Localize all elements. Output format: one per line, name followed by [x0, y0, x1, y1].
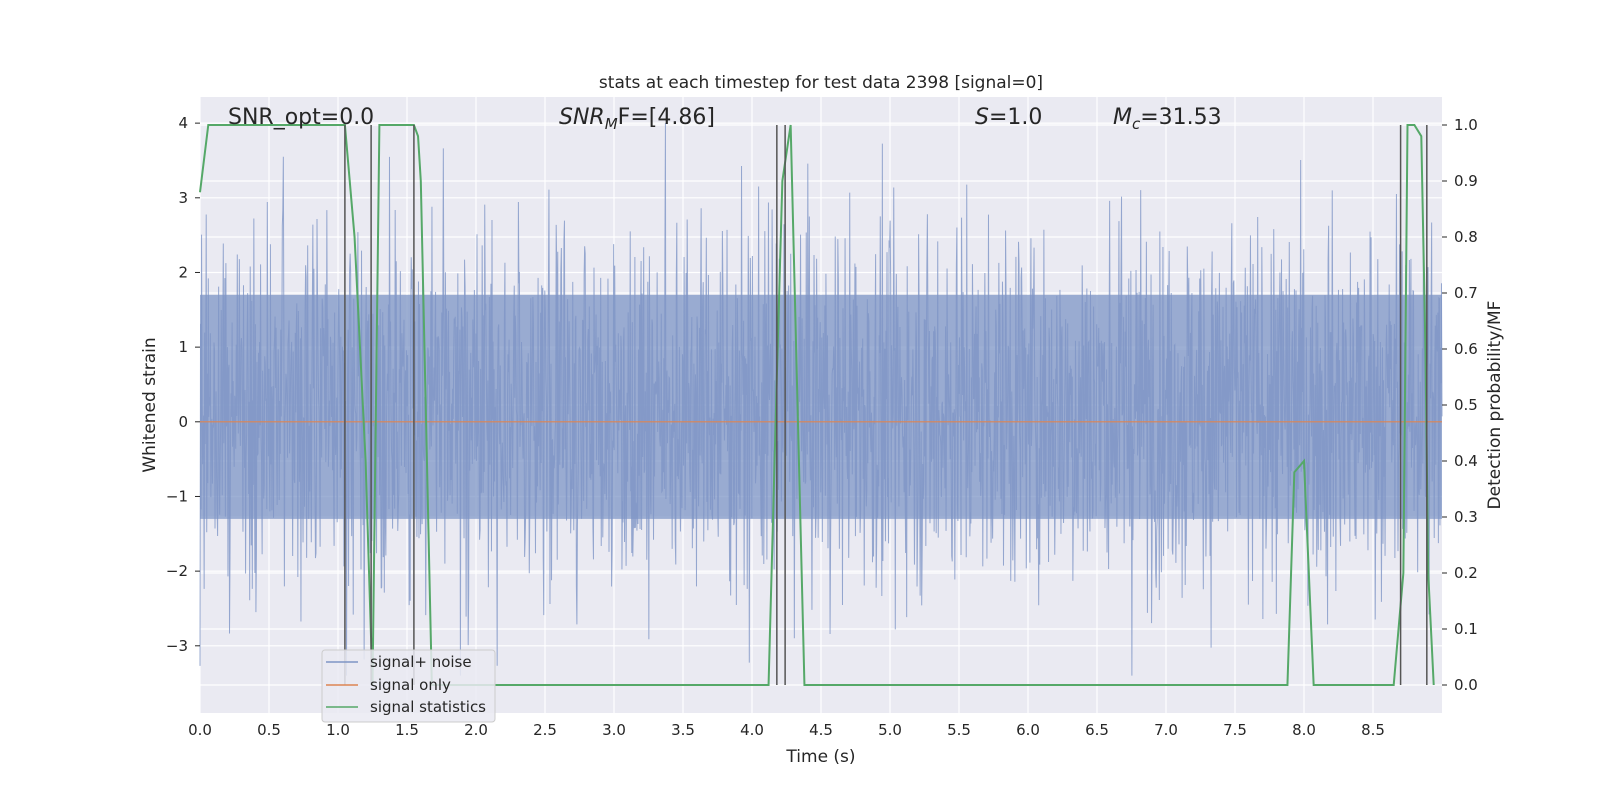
y-axis-label-left: Whitened strain: [140, 337, 160, 472]
legend: signal+ noise signal only signal statist…: [321, 649, 496, 723]
y-tick-label-right: 0.1: [1454, 620, 1478, 638]
annotation-s: S=1.0: [975, 105, 1042, 130]
vertical-markers: [344, 125, 1428, 685]
y-tick-label-left: 1: [178, 338, 188, 356]
y-tick-label-left: 4: [178, 114, 188, 132]
x-tick-label: 8.5: [1361, 721, 1385, 739]
noise-line: [199, 123, 1443, 676]
signal-statistics-line: [199, 124, 1435, 686]
y-tick-label-right: 0.6: [1454, 340, 1478, 358]
legend-label-signal-statistics: signal statistics: [370, 698, 486, 716]
x-tick-label: 0.0: [188, 721, 212, 739]
x-tick-label: 2.5: [533, 721, 557, 739]
y-axis-label-right: Detection probability/MF: [1485, 301, 1505, 510]
series-layer: [199, 124, 1442, 686]
y-tick-label-right: 1.0: [1454, 116, 1478, 134]
x-tick-label: 3.0: [602, 721, 626, 739]
y-ticks-left: 4 3 2 1 0 −1 −2 −3: [166, 114, 200, 655]
annotation-snr-opt: SNR_opt=0.0: [228, 105, 374, 130]
legend-label-signal-only: signal only: [370, 676, 451, 694]
y-tick-label-left: −2: [166, 562, 188, 580]
x-tick-label: 6.0: [1016, 721, 1040, 739]
signal-noise-series: [199, 123, 1443, 676]
x-tick-label: 8.0: [1292, 721, 1316, 739]
legend-label-signal-noise: signal+ noise: [370, 653, 472, 671]
y-tick-label-left: 3: [178, 189, 188, 207]
mc-rest: =31.53: [1140, 105, 1221, 130]
y-tick-label-right: 0.0: [1454, 676, 1478, 694]
x-tick-label: 2.0: [464, 721, 488, 739]
y-tick-label-right: 0.8: [1454, 228, 1478, 246]
x-tick-label: 7.0: [1154, 721, 1178, 739]
y-tick-label-right: 0.9: [1454, 172, 1478, 190]
x-tick-label: 4.5: [809, 721, 833, 739]
y-tick-label-right: 0.4: [1454, 452, 1478, 470]
snr-mf-sub: M: [605, 115, 618, 133]
y-tick-label-left: 2: [178, 263, 188, 281]
x-tick-label: 1.5: [395, 721, 419, 739]
y-tick-label-right: 0.2: [1454, 564, 1478, 582]
x-tick-label: 7.5: [1223, 721, 1247, 739]
snr-mf-rest: F=[4.86]: [618, 105, 715, 130]
x-tick-label: 6.5: [1085, 721, 1109, 739]
s-rest: =1.0: [989, 105, 1042, 130]
y-tick-label-left: 0: [178, 413, 188, 431]
y-tick-label-right: 0.3: [1454, 508, 1478, 526]
snr-mf-main: SNR: [559, 105, 605, 130]
x-tick-label: 5.5: [947, 721, 971, 739]
mc-sub: c: [1132, 115, 1141, 133]
x-tick-label: 0.5: [257, 721, 281, 739]
mc-main: M: [1113, 105, 1132, 130]
annotation-mc: Mc=31.53: [1113, 105, 1222, 133]
x-tick-label: 1.0: [326, 721, 350, 739]
x-axis-label: Time (s): [785, 747, 855, 767]
legend-box: [321, 649, 496, 723]
x-tick-label: 3.5: [671, 721, 695, 739]
y-tick-label-left: −3: [166, 637, 188, 655]
y-tick-label-right: 0.5: [1454, 396, 1478, 414]
s-main: S: [975, 105, 989, 130]
y-tick-label-left: −1: [166, 487, 188, 505]
y-ticks-right: 1.0 0.9 0.8 0.7 0.6 0.5 0.4 0.3 0.2 0.1 0.0: [1442, 116, 1478, 694]
x-ticks: 0.0 0.5 1.0 1.5 2.0 2.5 3.0 3.5 4.0 4.5 5.0 5.5 6.0 6…: [188, 721, 1385, 739]
x-tick-label: 4.0: [740, 721, 764, 739]
y-tick-label-right: 0.7: [1454, 284, 1478, 302]
chart-title: stats at each timestep for test data 239…: [599, 73, 1043, 93]
x-tick-label: 5.0: [878, 721, 902, 739]
annotation-snr-mf: SNRMF=[4.86]: [559, 105, 715, 133]
